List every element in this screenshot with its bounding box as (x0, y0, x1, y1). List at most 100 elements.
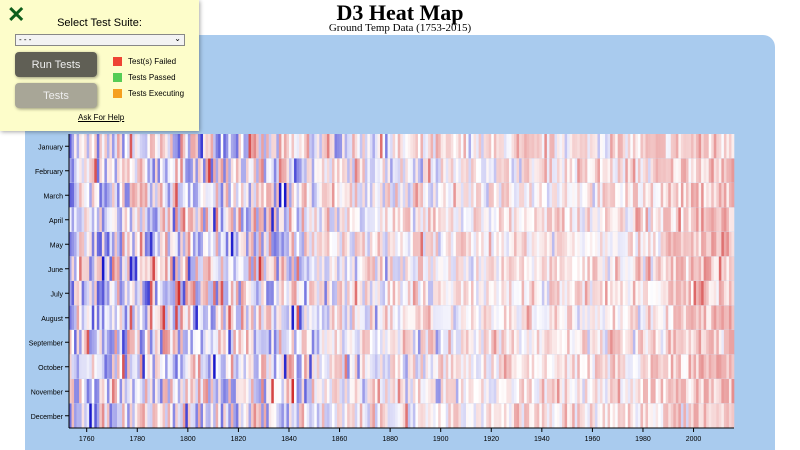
heatmap-cell (364, 183, 368, 208)
heatmap-cell (137, 379, 141, 404)
heatmap-cell (607, 134, 611, 159)
heatmap-cell (620, 403, 624, 428)
heatmap-cell (86, 134, 90, 159)
heatmap-cell (167, 379, 171, 404)
heatmap-cell (286, 403, 290, 428)
tests-button[interactable]: Tests (15, 83, 97, 108)
heatmap-cell (491, 354, 495, 379)
heatmap-cell (508, 403, 512, 428)
run-tests-button[interactable]: Run Tests (15, 52, 97, 77)
heatmap-cell (139, 256, 143, 281)
heatmap-cell (215, 158, 219, 183)
heatmap-cell (306, 281, 310, 306)
heatmap-cell (240, 158, 244, 183)
heatmap-cell (491, 256, 495, 281)
heatmap-cell (519, 183, 522, 208)
heatmap-cell (203, 330, 206, 355)
heatmap-cell (562, 183, 565, 208)
heatmap-cell (374, 379, 378, 404)
heatmap-cell (354, 403, 358, 428)
heatmap-cell (455, 207, 459, 232)
heatmap-cell (301, 379, 305, 404)
heatmap-cell (615, 354, 618, 379)
heatmap-cell (124, 379, 128, 404)
heatmap-cell (331, 158, 335, 183)
heatmap-cell (400, 305, 404, 330)
heatmap-cell (79, 281, 82, 306)
heatmap-cell (281, 403, 285, 428)
heatmap-cell (453, 183, 457, 208)
heatmap-cell (569, 354, 573, 379)
heatmap-cell (117, 134, 120, 159)
heatmap-cell (369, 183, 373, 208)
heatmap-cell (124, 183, 128, 208)
heatmap-cell (731, 330, 735, 355)
heatmap-cell (185, 379, 189, 404)
heatmap-cell (266, 379, 270, 404)
heatmap-cell (114, 354, 118, 379)
heatmap-cell (521, 379, 525, 404)
heatmap-cell (208, 403, 211, 428)
heatmap-cell (220, 207, 224, 232)
heatmap-cell (134, 183, 138, 208)
heatmap-cell (334, 403, 338, 428)
heatmap-cell (526, 207, 530, 232)
heatmap-cell (271, 158, 275, 183)
heatmap-cell (349, 379, 353, 404)
heatmap-cell (203, 207, 206, 232)
heatmap-cell (213, 256, 216, 281)
heatmap-cell (299, 330, 302, 355)
heatmap-cell (114, 207, 118, 232)
close-icon[interactable]: ✕ (7, 2, 26, 27)
heatmap-cell (594, 183, 598, 208)
heatmap-cell (617, 379, 621, 404)
heatmap-cell (599, 354, 603, 379)
heatmap-cell (579, 256, 583, 281)
heatmap-cell (390, 305, 393, 330)
heatmap-cell (200, 232, 204, 257)
test-suite-select[interactable]: - - - ⌄ (15, 34, 185, 46)
heatmap-cell (251, 305, 254, 330)
heatmap-cell (481, 232, 484, 257)
heatmap-cell (620, 134, 624, 159)
heatmap-cell (417, 354, 421, 379)
heatmap-cell (577, 281, 581, 306)
heatmap-cell (380, 256, 383, 281)
heatmap-cell (200, 403, 204, 428)
heatmap-cell (362, 207, 366, 232)
heatmap-cell (597, 232, 601, 257)
heatmap-cell (524, 134, 527, 159)
heatmap-cell (84, 379, 87, 404)
heatmap-cell (458, 207, 462, 232)
heatmap-cell (562, 256, 565, 281)
heatmap-cell (455, 330, 459, 355)
heatmap-cell (235, 158, 239, 183)
heatmap-cell (324, 379, 328, 404)
heatmap-cell (602, 281, 606, 306)
heatmap-cell (706, 403, 710, 428)
heatmap-cell (291, 183, 295, 208)
heatmap-cell (557, 134, 560, 159)
heatmap-cell (129, 207, 133, 232)
heatmap-cell (685, 256, 689, 281)
heatmap-cell (529, 305, 533, 330)
ask-for-help-link[interactable]: Ask For Help (78, 113, 125, 122)
heatmap-cell (670, 379, 674, 404)
heatmap-cell (718, 183, 722, 208)
heatmap-cell (526, 403, 530, 428)
heatmap-cell (304, 256, 307, 281)
heatmap-cell (248, 354, 252, 379)
heatmap-cell (433, 403, 436, 428)
heatmap-cell (96, 183, 100, 208)
heatmap-cell (197, 330, 201, 355)
heatmap-cell (372, 134, 376, 159)
heatmap-cell (321, 305, 325, 330)
heatmap-cell (311, 256, 315, 281)
heatmap-cell (468, 183, 472, 208)
heatmap-cell (334, 281, 338, 306)
heatmap-cell (703, 281, 707, 306)
heatmap-cell (438, 158, 441, 183)
heatmap-cell (127, 207, 130, 232)
heatmap-cell (471, 183, 474, 208)
heatmap-cell (101, 158, 105, 183)
